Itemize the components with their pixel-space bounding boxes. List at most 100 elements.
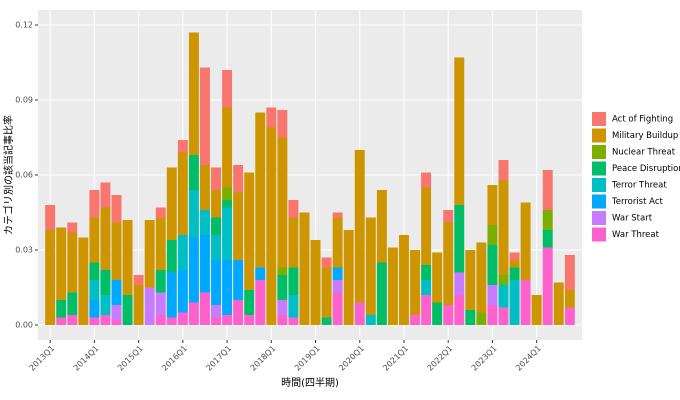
bar-segment bbox=[166, 240, 177, 273]
bar-segment bbox=[332, 212, 343, 218]
bar-segment bbox=[211, 305, 221, 318]
bar-segment bbox=[111, 222, 122, 280]
bar-segment bbox=[531, 295, 542, 325]
bar-segment bbox=[332, 267, 343, 280]
legend-swatch bbox=[592, 112, 606, 126]
bar-segment bbox=[487, 225, 498, 245]
x-tick-label: 2021Q1 bbox=[381, 344, 410, 373]
x-tick-label: 2015Q1 bbox=[116, 344, 145, 373]
bar-segment bbox=[155, 217, 166, 270]
bar-segment bbox=[56, 317, 67, 325]
legend-swatch bbox=[592, 161, 606, 176]
bar-segment bbox=[67, 222, 78, 233]
bar-segment bbox=[332, 292, 343, 325]
legend-label: War Threat bbox=[612, 230, 660, 240]
bar-segment bbox=[89, 262, 100, 280]
bar-segment bbox=[155, 207, 166, 218]
bar-segment bbox=[188, 237, 199, 303]
bar-segment bbox=[222, 315, 233, 325]
y-tick-label: 0.06 bbox=[15, 171, 33, 180]
bar-segment bbox=[476, 312, 487, 325]
legend-swatch bbox=[592, 128, 606, 143]
bar-segment bbox=[144, 220, 155, 288]
bar-segment bbox=[498, 160, 509, 180]
bar-segment bbox=[244, 290, 255, 315]
bar-segment bbox=[211, 217, 221, 235]
legend-swatch bbox=[592, 211, 606, 225]
x-axis-title: 時間(四半期) bbox=[281, 376, 339, 389]
bar-segment bbox=[89, 300, 100, 318]
bar-segment bbox=[100, 295, 111, 315]
bar-segment bbox=[288, 217, 299, 268]
bar-segment bbox=[199, 292, 210, 325]
bar-segment bbox=[100, 207, 111, 270]
bar-segment bbox=[487, 285, 498, 305]
legend-swatch bbox=[592, 145, 606, 159]
bar-segment bbox=[89, 217, 100, 263]
bar-segment bbox=[365, 217, 376, 315]
bar-segment bbox=[244, 315, 255, 325]
bar-segment bbox=[465, 250, 476, 310]
bar-segment bbox=[454, 295, 465, 325]
bar-segment bbox=[277, 275, 288, 300]
x-tick-label: 2024Q1 bbox=[514, 344, 543, 373]
bar-segment bbox=[288, 200, 299, 218]
bar-segment bbox=[288, 267, 299, 295]
bar-segment bbox=[443, 210, 454, 223]
bar-segment bbox=[255, 112, 266, 268]
bar-segment bbox=[277, 315, 288, 325]
bar-segment bbox=[100, 182, 111, 208]
bar-segment bbox=[188, 190, 199, 238]
bar-segment bbox=[509, 280, 520, 325]
bar-segment bbox=[509, 260, 520, 268]
bar-segment bbox=[222, 187, 233, 200]
bar-segment bbox=[387, 247, 398, 325]
y-tick-label: 0.09 bbox=[15, 96, 33, 105]
bar-segment bbox=[487, 305, 498, 325]
bar-segment bbox=[410, 250, 421, 315]
bar-segment bbox=[421, 172, 432, 188]
bar-segment bbox=[188, 155, 199, 190]
bar-segment bbox=[211, 260, 221, 305]
bar-segment bbox=[432, 302, 443, 325]
bar-segment bbox=[542, 230, 553, 248]
bar-segment bbox=[310, 240, 321, 325]
bar-segment bbox=[211, 167, 221, 190]
legend-label: War Start bbox=[612, 214, 653, 224]
legend-label: Nuclear Threat bbox=[612, 148, 676, 158]
bar-segment bbox=[67, 232, 78, 293]
bar-segment bbox=[443, 222, 454, 305]
bar-segment bbox=[199, 67, 210, 165]
bar-segment bbox=[67, 315, 78, 325]
bar-segment bbox=[222, 107, 233, 188]
bar-segment bbox=[233, 300, 244, 325]
bar-segment bbox=[498, 275, 509, 285]
bar-segment bbox=[321, 267, 332, 318]
bar-segment bbox=[354, 302, 365, 325]
bar-segment bbox=[376, 262, 387, 325]
bar-segment bbox=[421, 280, 432, 295]
bar-segment bbox=[520, 280, 531, 325]
bar-segment bbox=[78, 237, 89, 325]
legend-label: Terrorist Act bbox=[611, 197, 663, 207]
bar-segment bbox=[199, 235, 210, 293]
x-tick-label: 2014Q1 bbox=[72, 344, 101, 373]
bar-segment bbox=[564, 255, 575, 290]
bar-segment bbox=[45, 230, 56, 325]
bar-segment bbox=[321, 317, 332, 325]
x-tick-label: 2017Q1 bbox=[204, 344, 233, 373]
bar-segment bbox=[553, 282, 564, 325]
bar-segment bbox=[133, 285, 144, 325]
bar-segment bbox=[454, 57, 465, 205]
x-tick-label: 2023Q1 bbox=[470, 344, 499, 373]
bar-segment bbox=[89, 317, 100, 325]
bar-segment bbox=[211, 190, 221, 218]
bar-segment bbox=[509, 252, 520, 260]
bar-segment bbox=[266, 107, 277, 128]
bar-segment bbox=[233, 192, 244, 260]
bar-segment bbox=[111, 195, 122, 223]
bar-segment bbox=[177, 152, 188, 235]
bar-segment bbox=[476, 242, 487, 313]
bar-segment bbox=[487, 245, 498, 285]
legend-label: Military Buildup bbox=[612, 131, 678, 141]
